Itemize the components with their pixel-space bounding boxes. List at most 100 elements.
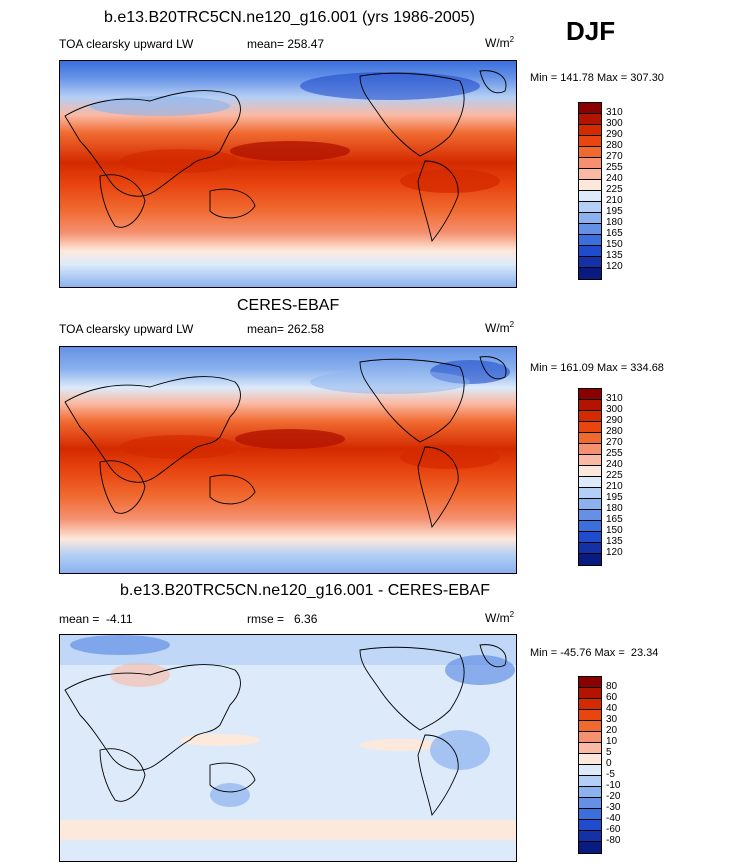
panel1-mean: mean= 258.47 bbox=[247, 37, 325, 51]
panel3-colorbar-tick: -60 bbox=[606, 824, 621, 835]
panel1-colorbar-tick: 255 bbox=[606, 162, 623, 173]
panel2-colorbar-cell bbox=[579, 389, 601, 400]
panel1-colorbar-cell bbox=[579, 125, 601, 136]
panel2-colorbar-tick: 180 bbox=[606, 503, 623, 514]
panel3-colorbar-tick: -5 bbox=[606, 769, 615, 780]
panel1-colorbar-tick: 120 bbox=[606, 261, 623, 272]
panel1-variable-label: TOA clearsky upward LW bbox=[59, 37, 194, 51]
panel2-colorbar-cell bbox=[579, 400, 601, 411]
panel2-colorbar-cell bbox=[579, 488, 601, 499]
panel2-colorbar-cell bbox=[579, 444, 601, 455]
panel3-colorbar-tick: -40 bbox=[606, 813, 621, 824]
panel1-colorbar-cell bbox=[579, 180, 601, 191]
panel1-minmax: Min = 141.78 Max = 307.30 bbox=[530, 72, 664, 84]
panel2-colorbar-tick: 290 bbox=[606, 415, 623, 426]
panel3-colorbar-cell bbox=[579, 798, 601, 809]
panel2-colorbar-tick: 280 bbox=[606, 426, 623, 437]
panel3-colorbar-tick: 30 bbox=[606, 714, 618, 725]
panel3-colorbar-tick: 5 bbox=[606, 747, 612, 758]
panel2-mean: mean= 262.58 bbox=[247, 322, 325, 336]
panel2-colorbar-cell bbox=[579, 499, 601, 510]
panel1-colorbar-tick: 165 bbox=[606, 228, 623, 239]
panel3-colorbar-tick: 20 bbox=[606, 725, 618, 736]
panel3-colorbar-cell bbox=[579, 677, 601, 688]
panel3-colorbar-tick: -10 bbox=[606, 780, 621, 791]
panel1-colorbar-cell bbox=[579, 147, 601, 158]
panel2-colorbar-tick: 270 bbox=[606, 437, 623, 448]
panel2-colorbar-tick: 210 bbox=[606, 481, 623, 492]
panel2-colorbar-tick: 165 bbox=[606, 514, 623, 525]
panel3-map bbox=[59, 634, 517, 862]
panel2-colorbar-tick: 310 bbox=[606, 393, 623, 404]
panel3-colorbar-cell bbox=[579, 842, 601, 853]
panel1-units: W/m2 bbox=[485, 35, 515, 50]
panel2-colorbar bbox=[578, 388, 602, 566]
panel1-colorbar-tick: 225 bbox=[606, 184, 623, 195]
panel1-colorbar-cell bbox=[579, 246, 601, 257]
panel1-map bbox=[59, 60, 517, 288]
panel2-colorbar-cell bbox=[579, 477, 601, 488]
panel1-colorbar-tick: 135 bbox=[606, 250, 623, 261]
panel2-colorbar-cell bbox=[579, 510, 601, 521]
panel1-colorbar-cell bbox=[579, 158, 601, 169]
panel3-units: W/m2 bbox=[485, 610, 515, 625]
panel1-colorbar-cell bbox=[579, 169, 601, 180]
panel1-colorbar-cell bbox=[579, 136, 601, 147]
panel2-colorbar-tick: 255 bbox=[606, 448, 623, 459]
panel3-colorbar-cell bbox=[579, 688, 601, 699]
panel1-colorbar-cell bbox=[579, 224, 601, 235]
panel2-variable-label: TOA clearsky upward LW bbox=[59, 322, 194, 336]
panel1-colorbar-cell bbox=[579, 268, 601, 279]
panel3-minmax: Min = -45.76 Max = 23.34 bbox=[530, 647, 659, 659]
panel3-colorbar-tick: -80 bbox=[606, 835, 621, 846]
panel1-colorbar-cell bbox=[579, 235, 601, 246]
panel2-colorbar-cell bbox=[579, 521, 601, 532]
panel3-colorbar-cell bbox=[579, 732, 601, 743]
panel2-colorbar-tick: 135 bbox=[606, 536, 623, 547]
panel1-colorbar-cell bbox=[579, 202, 601, 213]
panel1-colorbar-tick: 290 bbox=[606, 129, 623, 140]
panel2-minmax: Min = 161.09 Max = 334.68 bbox=[530, 362, 664, 374]
panel2-colorbar-cell bbox=[579, 411, 601, 422]
panel3-colorbar-tick: -30 bbox=[606, 802, 621, 813]
panel1-colorbar-tick: 270 bbox=[606, 151, 623, 162]
panel2-colorbar-cell bbox=[579, 466, 601, 477]
panel1-colorbar-cell bbox=[579, 213, 601, 224]
panel2-title: CERES-EBAF bbox=[237, 297, 340, 314]
panel2-units: W/m2 bbox=[485, 320, 515, 335]
panel2-colorbar-tick: 300 bbox=[606, 404, 623, 415]
panel3-rmse: rmse = 6.36 bbox=[247, 612, 318, 626]
panel1-colorbar-tick: 300 bbox=[606, 118, 623, 129]
panel1-title: b.e13.B20TRC5CN.ne120_g16.001 (yrs 1986-… bbox=[104, 9, 475, 26]
panel2-colorbar-cell bbox=[579, 422, 601, 433]
panel2-colorbar-tick: 240 bbox=[606, 459, 623, 470]
panel3-colorbar-cell bbox=[579, 831, 601, 842]
panel3-colorbar-tick: 0 bbox=[606, 758, 612, 769]
panel1-colorbar-tick: 240 bbox=[606, 173, 623, 184]
panel2-colorbar-cell bbox=[579, 543, 601, 554]
panel3-colorbar-tick: 80 bbox=[606, 681, 618, 692]
panel2-map bbox=[59, 346, 517, 574]
panel1-colorbar-cell bbox=[579, 114, 601, 125]
panel2-colorbar-cell bbox=[579, 433, 601, 444]
panel3-colorbar-tick: 60 bbox=[606, 692, 618, 703]
panel3-colorbar-cell bbox=[579, 765, 601, 776]
panel1-colorbar-tick: 280 bbox=[606, 140, 623, 151]
panel3-colorbar-cell bbox=[579, 820, 601, 831]
panel3-colorbar-cell bbox=[579, 787, 601, 798]
panel3-colorbar-cell bbox=[579, 743, 601, 754]
panel2-colorbar-tick: 195 bbox=[606, 492, 623, 503]
panel3-title: b.e13.B20TRC5CN.ne120_g16.001 - CERES-EB… bbox=[120, 582, 490, 599]
panel2-colorbar-tick: 225 bbox=[606, 470, 623, 481]
panel3-mean: mean = -4.11 bbox=[59, 612, 133, 626]
panel1-colorbar bbox=[578, 102, 602, 280]
panel3-colorbar-cell bbox=[579, 710, 601, 721]
panel3-colorbar-cell bbox=[579, 809, 601, 820]
panel1-colorbar-cell bbox=[579, 257, 601, 268]
panel2-colorbar-cell bbox=[579, 532, 601, 543]
panel3-colorbar-cell bbox=[579, 721, 601, 732]
panel2-colorbar-tick: 120 bbox=[606, 547, 623, 558]
panel3-colorbar-cell bbox=[579, 699, 601, 710]
panel1-colorbar-cell bbox=[579, 103, 601, 114]
panel1-colorbar-tick: 150 bbox=[606, 239, 623, 250]
